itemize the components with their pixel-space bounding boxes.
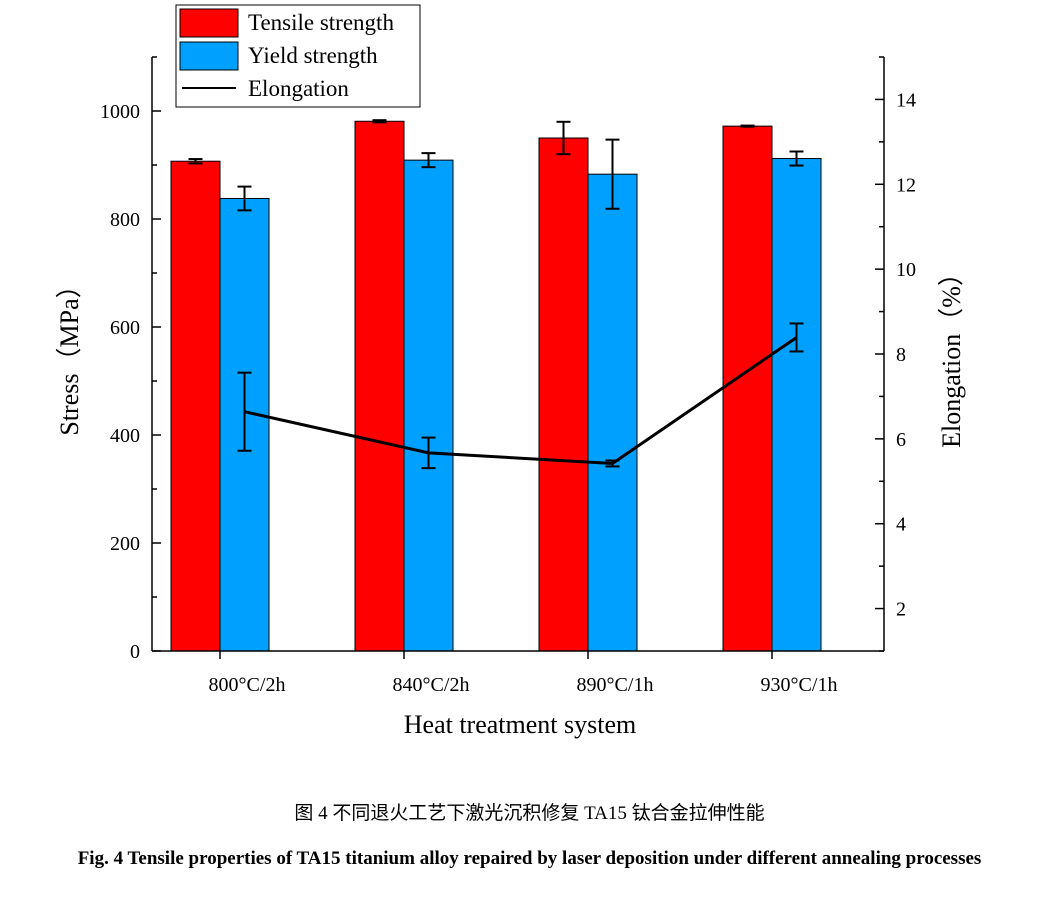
y-tick-label: 1000 <box>100 101 140 123</box>
y-tick-label: 0 <box>130 641 140 663</box>
bar-1-1 <box>403 159 454 652</box>
legend-label-1: Yield strength <box>248 43 378 68</box>
bar-0-2 <box>538 137 589 652</box>
y2-tick-label: 12 <box>896 174 916 196</box>
y2-axis-label: Elongation（%） <box>937 260 966 448</box>
caption-en: Fig. 4 Tensile properties of TA15 titani… <box>77 848 982 869</box>
x-tick-label: 800°C/2h <box>209 674 286 696</box>
y2-tick-label: 4 <box>896 514 906 536</box>
x-tick-label: 930°C/1h <box>761 674 838 696</box>
y2-tick-label: 6 <box>896 429 906 451</box>
bar-0-0 <box>170 160 221 652</box>
y2-tick-label: 10 <box>896 259 916 281</box>
bar-1-2 <box>587 173 638 652</box>
bar-1-3 <box>771 158 822 652</box>
x-tick-label: 890°C/1h <box>577 674 654 696</box>
x-tick-label: 840°C/2h <box>393 674 470 696</box>
y-axis-label: Stress（MPa） <box>55 272 84 435</box>
y-tick-label: 800 <box>110 209 140 231</box>
y2-tick-label: 8 <box>896 344 906 366</box>
y-tick-label: 200 <box>110 533 140 555</box>
legend-label-2: Elongation <box>248 76 349 101</box>
y-tick-label: 600 <box>110 317 140 339</box>
y-tick-label: 400 <box>110 425 140 447</box>
chart: 0 200 400 600 800 1000 2 4 6 8 10 12 14 800°C/2h 840°C… <box>55 4 966 739</box>
x-axis-label: Heat treatment system <box>404 710 636 739</box>
elongation-line <box>244 336 798 465</box>
bar-0-3 <box>722 125 773 652</box>
legend-label-0: Tensile strength <box>248 10 394 35</box>
y2-tick-label: 2 <box>896 599 906 621</box>
legend-swatch-1 <box>179 41 239 71</box>
legend-swatch-0 <box>179 8 239 38</box>
bar-0-1 <box>354 120 405 652</box>
caption-cn: 图 4 不同退火工艺下激光沉积修复 TA15 钛合金拉伸性能 <box>294 803 765 824</box>
y2-tick-label: 14 <box>896 89 916 111</box>
